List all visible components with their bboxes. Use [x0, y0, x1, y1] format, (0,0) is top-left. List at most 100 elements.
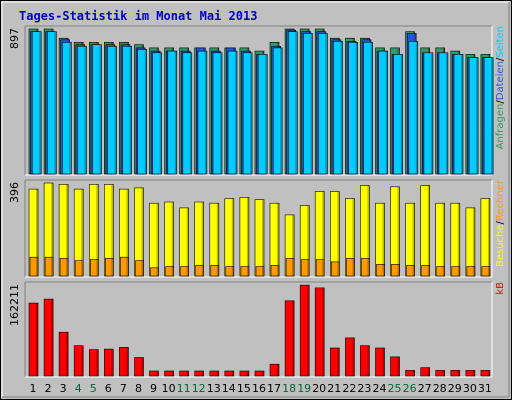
bar-shade [445, 52, 448, 174]
plot-area-kb [25, 282, 492, 377]
day-label: 4 [75, 382, 82, 395]
bar-shade [189, 52, 192, 174]
bar-rechner-day-30 [466, 266, 476, 277]
bar-shade [126, 347, 129, 376]
bar-shade [427, 367, 430, 376]
bar-shade [400, 54, 403, 174]
bar-shade [96, 259, 99, 276]
chart-title: Tages-Statistik im Monat Mai 2013 [19, 9, 257, 23]
bar-rechner-day-31 [481, 266, 491, 277]
bar-shade [310, 33, 313, 175]
bar-shade [442, 203, 445, 276]
bar-shade [156, 371, 159, 376]
legend-entry: / [495, 57, 506, 61]
bar-shade [322, 287, 325, 376]
bar-shade [295, 31, 298, 175]
bar-rechner-day-27 [421, 265, 431, 277]
bar-shade [322, 191, 325, 276]
bar-shade [36, 189, 38, 276]
chart-panels: 897Anfragen/Dateien/Seiten396Besuche/Rec… [8, 25, 506, 378]
bar-kb-day-31 [480, 370, 491, 377]
day-label: 5 [90, 382, 97, 395]
bar-shade [337, 348, 340, 376]
y-max-label-hits: 897 [8, 28, 21, 49]
bar-shade [201, 371, 204, 376]
day-label: 29 [448, 382, 462, 395]
bar-shade [367, 185, 370, 276]
bar-seiten-day-21 [333, 41, 343, 175]
bar-shade [277, 203, 279, 276]
day-label: 28 [433, 382, 447, 395]
bar-seiten-day-25 [393, 54, 404, 175]
bar-shade [216, 203, 219, 276]
bar-shade [307, 205, 310, 276]
bar-shade [246, 197, 249, 276]
bar-rechner-day-14 [225, 266, 235, 277]
bar-seiten-day-14 [227, 50, 238, 175]
bar-shade [51, 299, 54, 376]
bar-shade [96, 184, 99, 276]
day-label: 20 [312, 382, 326, 395]
bar-shade [141, 187, 144, 276]
bar-shade [427, 185, 430, 276]
legend-entry: Anfragen [495, 104, 506, 150]
bar-shade [246, 371, 249, 376]
bar-seiten-day-29 [453, 54, 464, 175]
bar-kb-day-2 [43, 298, 54, 377]
bar-kb-day-3 [58, 331, 69, 377]
bar-seiten-day-17 [272, 47, 283, 175]
bar-shade [322, 259, 325, 276]
bar-kb-day-6 [104, 348, 114, 377]
bar-seiten-day-30 [468, 57, 479, 175]
bar-shade [66, 332, 69, 376]
bar-shade [99, 44, 102, 175]
day-label: 31 [478, 382, 492, 395]
bar-shade [412, 370, 415, 376]
bar-shade [277, 364, 279, 376]
bar-seiten-day-7 [122, 45, 132, 175]
day-label: 22 [342, 382, 356, 395]
bar-shade [352, 337, 355, 376]
bar-shade [69, 42, 72, 174]
legend-entry: Besuche [495, 224, 506, 267]
bar-rechner-day-17 [270, 265, 280, 277]
bar-shade [81, 260, 84, 276]
bar-shade [156, 267, 159, 276]
bar-shade [36, 303, 38, 376]
bar-shade [156, 203, 159, 276]
bar-rechner-day-9 [150, 267, 159, 277]
bar-shade [144, 49, 147, 174]
day-label: 10 [162, 382, 176, 395]
bar-shade [292, 300, 295, 376]
bar-shade [262, 199, 264, 276]
bar-rechner-day-1 [29, 256, 39, 277]
bar-shade [476, 57, 479, 174]
bar-shade [126, 257, 129, 276]
day-axis-labels: 1 2 3 4 5 6 7 8 9 10 11 12 13 14 15 16 17 18 19 20 21 22 23 24 2… [30, 382, 492, 395]
panel-visits: 396 Besuche/Rechner [8, 179, 506, 278]
day-label: 23 [357, 382, 371, 395]
bar-shade [355, 42, 358, 174]
bar-rechner-day-6 [105, 258, 114, 277]
bar-shade [457, 370, 460, 376]
bar-kb-day-29 [450, 370, 461, 377]
legend-hits: Anfragen/Dateien/Seiten [495, 26, 506, 149]
bar-shade [186, 266, 189, 276]
bar-shade [412, 203, 415, 276]
bar-shade [307, 285, 310, 376]
bar-seiten-day-31 [483, 57, 494, 175]
bar-shade [231, 371, 234, 376]
bar-rechner-day-15 [240, 266, 250, 277]
bar-rechner-day-29 [451, 266, 461, 277]
bar-seiten-day-18 [287, 31, 298, 175]
day-label: 18 [282, 382, 296, 395]
bar-shade [66, 258, 69, 276]
bar-rechner-day-2 [44, 256, 54, 277]
bar-shade [397, 264, 400, 276]
bar-seiten-day-9 [152, 52, 162, 175]
bar-seiten-day-22 [348, 41, 358, 175]
bar-shade [292, 258, 295, 276]
bar-shade [262, 371, 264, 376]
bar-shade [231, 198, 234, 276]
day-label: 8 [135, 382, 142, 395]
